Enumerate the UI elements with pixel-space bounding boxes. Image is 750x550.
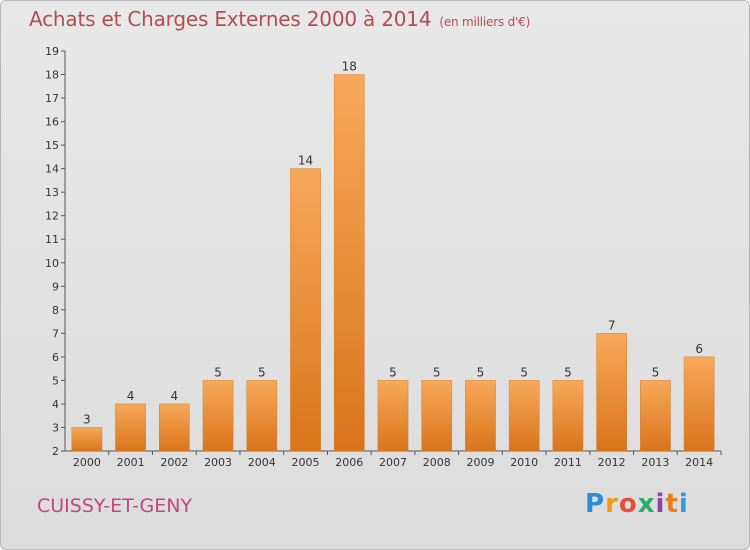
data-label: 5 [477, 365, 485, 379]
data-label: 5 [389, 365, 397, 379]
x-tick-label: 2014 [685, 456, 713, 469]
data-label: 14 [298, 154, 313, 168]
bar-2013 [640, 380, 671, 452]
logo-letter: P [585, 489, 606, 519]
bar-2003 [202, 380, 234, 452]
chart-labels: 3 2000 4 2001 4 2002 5 2003 5 2004 14 2005 18 2006 5 20… [73, 60, 713, 469]
y-tick-label: 10 [45, 257, 59, 270]
logo-letter: i [655, 489, 666, 519]
y-tick-label: 16 [45, 116, 59, 129]
bar-2006 [333, 74, 365, 452]
data-label: 4 [171, 389, 179, 403]
y-tick-label: 9 [52, 280, 59, 293]
x-tick-label: 2005 [292, 456, 320, 469]
data-label: 6 [695, 342, 703, 356]
title-unit: (en milliers d'€) [439, 15, 531, 29]
x-tick-label: 2003 [204, 456, 232, 469]
y-tick-label: 5 [52, 374, 59, 387]
bar-2011 [552, 380, 584, 452]
proxiti-logo[interactable]: Proxiti [585, 489, 689, 519]
y-tick-label: 12 [45, 210, 59, 223]
data-label: 18 [342, 60, 357, 74]
x-tick-label: 2000 [73, 456, 101, 469]
bar-2009 [465, 380, 496, 452]
x-tick-label: 2011 [554, 456, 582, 469]
data-label: 4 [127, 389, 135, 403]
x-tick-label: 2012 [598, 456, 626, 469]
y-tick-label: 15 [45, 139, 59, 152]
logo-letter: r [605, 489, 619, 519]
x-tick-label: 2004 [248, 456, 276, 469]
data-label: 5 [214, 365, 222, 379]
y-tick-label: 14 [45, 163, 59, 176]
y-tick-label: 4 [52, 398, 59, 411]
bar-2005 [290, 168, 321, 452]
x-tick-label: 2010 [510, 456, 538, 469]
data-label: 5 [520, 365, 528, 379]
chart-title: Achats et Charges Externes 2000 à 2014 (e… [29, 7, 530, 31]
x-tick-label: 2007 [379, 456, 407, 469]
bar-2001 [115, 403, 146, 452]
data-label: 5 [258, 365, 266, 379]
logo-letter: x [637, 489, 656, 519]
y-tick-label: 11 [45, 233, 59, 246]
y-tick-label: 8 [52, 304, 59, 317]
y-tick-label: 13 [45, 186, 59, 199]
data-label: 5 [433, 365, 441, 379]
bar-2010 [508, 380, 540, 452]
chart-bars [71, 74, 715, 452]
bar-2014 [683, 356, 715, 452]
x-tick-label: 2001 [117, 456, 145, 469]
bar-2002 [158, 403, 190, 452]
bar-2007 [377, 380, 409, 452]
x-tick-label: 2008 [423, 456, 451, 469]
y-tick-label: 2 [52, 445, 59, 458]
data-label: 7 [608, 318, 616, 332]
y-tick-label: 3 [52, 421, 59, 434]
x-tick-label: 2009 [466, 456, 494, 469]
logo-letter: o [618, 489, 638, 519]
bar-2012 [596, 333, 628, 452]
commune-name: CUISSY-ET-GENY [37, 495, 193, 517]
logo-letter: i [678, 489, 689, 519]
data-label: 3 [83, 412, 91, 426]
bar-2004 [246, 380, 278, 452]
bar-2000 [71, 427, 103, 452]
bar-2008 [421, 380, 453, 452]
logo-letter: t [665, 489, 679, 519]
y-tick-label: 17 [45, 92, 59, 105]
x-tick-label: 2013 [641, 456, 669, 469]
y-tick-label: 19 [45, 45, 59, 58]
data-label: 5 [652, 365, 660, 379]
x-tick-label: 2002 [160, 456, 188, 469]
x-tick-label: 2006 [335, 456, 363, 469]
title-text: Achats et Charges Externes 2000 à 2014 [29, 7, 432, 31]
y-tick-label: 7 [52, 327, 59, 340]
data-label: 5 [564, 365, 572, 379]
y-tick-label: 18 [45, 69, 59, 82]
y-tick-label: 6 [52, 351, 59, 364]
